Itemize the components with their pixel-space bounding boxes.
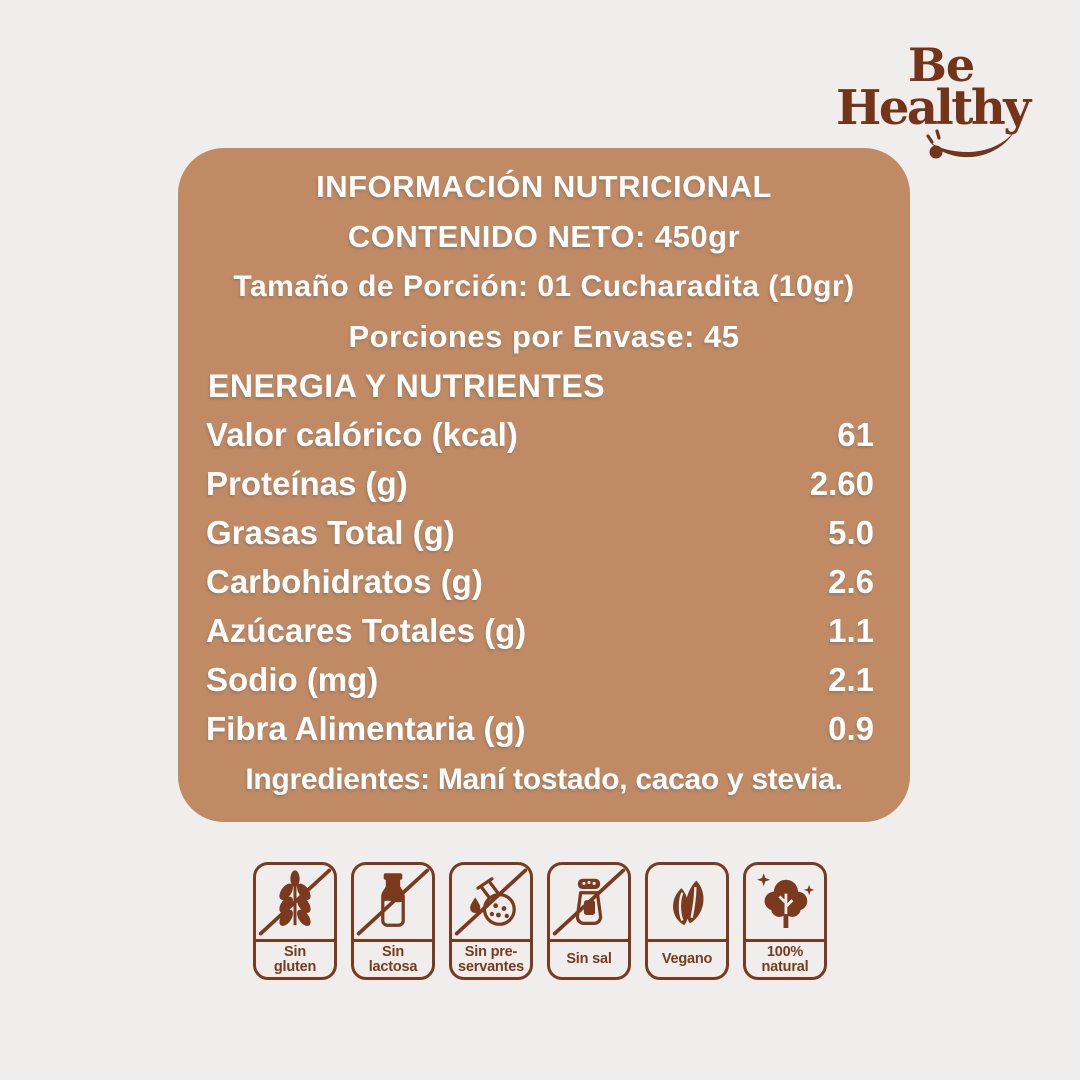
nutrient-label: Fibra Alimentaria (g) (206, 709, 526, 747)
badge-label-line: gluten (273, 958, 317, 975)
panel-title: INFORMACIÓN NUTRICIONAL (316, 169, 772, 204)
nutrient-value: 0.9 (828, 709, 874, 747)
ingredients-line: Ingredientes: Maní tostado, cacao y stev… (245, 763, 843, 796)
vegan-icon (673, 880, 704, 926)
nutrient-row: Grasas Total (g) 5.0 (178, 508, 910, 557)
badge-label: Sin gluten (256, 942, 334, 977)
badge-label-line: Sin sal (566, 951, 612, 967)
nutrient-label: Carbohidratos (g) (206, 562, 483, 600)
badge-label-line: Sin pre- (464, 943, 518, 960)
badge-label-line: Sin (284, 943, 306, 960)
natural-icon (757, 873, 815, 928)
logo-swoosh-icon (926, 129, 1015, 159)
nutrient-row: Sodio (mg) 2.1 (178, 655, 910, 704)
no-salt-icon (552, 868, 626, 936)
nutrient-label: Grasas Total (g) (206, 513, 455, 551)
badge-label-line: Sin (382, 943, 404, 960)
no-lactose-icon (356, 868, 430, 936)
badge-sin-preservantes: Sin pre- servantes (449, 862, 533, 980)
nutrient-row: Fibra Alimentaria (g) 0.9 (178, 704, 910, 753)
brand-logo-line2: Healthy (836, 80, 1031, 136)
badge-sin-sal: Sin sal (547, 862, 631, 980)
badge-label: Sin sal (550, 942, 628, 977)
nutrient-value: 2.6 (828, 562, 874, 600)
badge-sin-gluten: Sin gluten (253, 862, 337, 980)
nutrient-value: 2.1 (828, 660, 874, 698)
nutrient-row: Carbohidratos (g) 2.6 (178, 557, 910, 606)
nutrition-panel: INFORMACIÓN NUTRICIONAL CONTENIDO NETO: … (178, 148, 910, 822)
badge-sin-lactosa: Sin lactosa (351, 862, 435, 980)
nutrient-row: Valor calórico (kcal) 61 (178, 410, 910, 459)
badge-label-line: Vegano (661, 951, 713, 967)
badge-label-line: servantes (458, 958, 524, 975)
nutrient-value: 2.60 (809, 464, 874, 502)
net-content: CONTENIDO NETO: 450gr (347, 219, 741, 254)
section-title-energia: ENERGIA Y NUTRIENTES (208, 367, 606, 404)
brand-logo-line1: Be (908, 38, 975, 92)
nutrient-value: 5.0 (828, 513, 874, 551)
badge-label: 100% natural (746, 942, 824, 977)
nutrient-label: Sodio (mg) (206, 660, 379, 698)
badge-label-line: lactosa (368, 958, 418, 975)
no-preservatives-icon (454, 868, 528, 936)
badge-label: Sin lactosa (354, 942, 432, 977)
servings-per-container: Porciones por Envase: 45 (348, 319, 740, 354)
nutrient-value: 1.1 (828, 611, 874, 649)
badge-label-line: natural (761, 958, 809, 975)
badge-100-natural: 100% natural (743, 862, 827, 980)
nutrient-row: Proteínas (g) 2.60 (178, 459, 910, 508)
nutrient-label: Proteínas (g) (206, 464, 408, 502)
badge-row: Sin gluten Sin lactosa (0, 862, 1080, 980)
brand-logo: Be Healthy (836, 42, 1036, 164)
nutrient-label: Azúcares Totales (g) (206, 611, 527, 649)
badge-label: Sin pre- servantes (452, 942, 530, 977)
badge-label-line: 100% (766, 943, 804, 960)
no-gluten-icon (258, 868, 332, 936)
nutrient-value: 61 (837, 415, 874, 453)
nutrient-label: Valor calórico (kcal) (206, 415, 518, 453)
badge-label: Vegano (648, 942, 726, 977)
serving-size: Tamaño de Porción: 01 Cucharadita (10gr) (233, 270, 855, 303)
badge-vegano: Vegano (645, 862, 729, 980)
nutrient-row: Azúcares Totales (g) 1.1 (178, 606, 910, 655)
